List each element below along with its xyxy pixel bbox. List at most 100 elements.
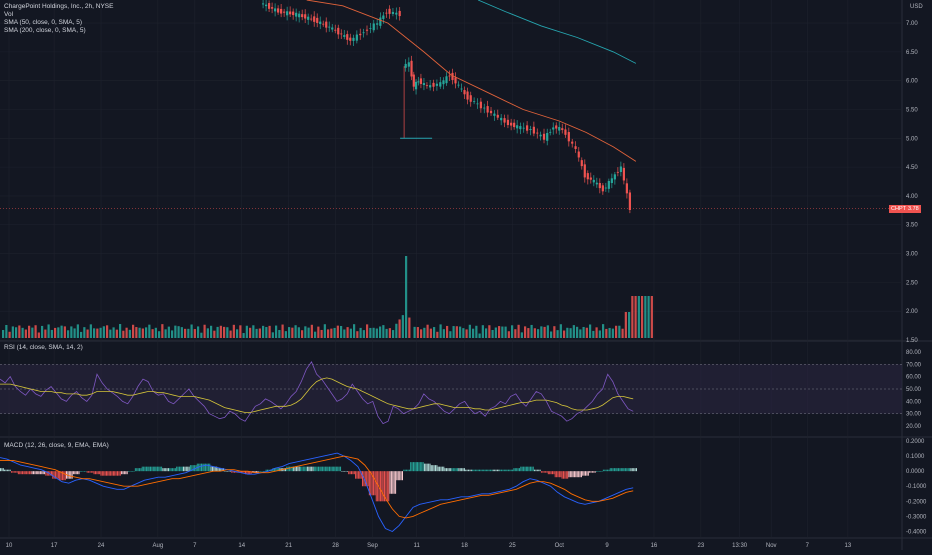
macd-histogram-bar[interactable] — [333, 466, 335, 472]
macd-histogram-bar[interactable] — [151, 466, 153, 472]
macd-histogram-bar[interactable] — [619, 468, 621, 472]
macd-histogram-bar[interactable] — [83, 471, 85, 472]
candle-body[interactable] — [489, 110, 493, 114]
volume-bar[interactable] — [433, 327, 436, 338]
candle-body[interactable] — [539, 134, 542, 137]
macd-histogram-bar[interactable] — [437, 466, 439, 472]
macd-histogram-bar[interactable] — [24, 471, 26, 475]
volume-bar[interactable] — [210, 325, 213, 338]
candle-body[interactable] — [522, 127, 525, 129]
candle-body[interactable] — [510, 122, 513, 126]
candle-body[interactable] — [546, 132, 549, 141]
macd-histogram-bar[interactable] — [63, 471, 65, 481]
volume-bar[interactable] — [413, 326, 416, 338]
macd-histogram-bar[interactable] — [185, 466, 187, 472]
volume-bar[interactable] — [219, 325, 222, 338]
macd-histogram-bar[interactable] — [60, 471, 62, 481]
candle-body[interactable] — [613, 174, 616, 180]
candle-body[interactable] — [376, 23, 379, 25]
candle-body[interactable] — [419, 78, 423, 84]
macd-histogram-bar[interactable] — [366, 471, 368, 487]
candle-body[interactable] — [331, 27, 334, 30]
volume-bar[interactable] — [291, 327, 294, 338]
volume-bar[interactable] — [553, 326, 556, 338]
macd-histogram-bar[interactable] — [353, 471, 355, 475]
macd-histogram-bar[interactable] — [513, 468, 515, 472]
volume-bar[interactable] — [637, 296, 640, 338]
macd-histogram-bar[interactable] — [463, 468, 465, 472]
volume-bar[interactable] — [310, 324, 313, 338]
volume-bar[interactable] — [644, 296, 647, 338]
macd-histogram-bar[interactable] — [68, 471, 70, 479]
macd-histogram-bar[interactable] — [406, 469, 408, 472]
macd-histogram-bar[interactable] — [256, 471, 258, 473]
volume-bar[interactable] — [154, 327, 157, 338]
macd-histogram-bar[interactable] — [520, 466, 522, 472]
volume-bar[interactable] — [602, 324, 605, 338]
volume-bar[interactable] — [333, 327, 336, 338]
volume-bar[interactable] — [429, 328, 432, 338]
volume-bar[interactable] — [524, 326, 527, 338]
macd-histogram-bar[interactable] — [523, 466, 525, 472]
macd-histogram-bar[interactable] — [114, 471, 116, 476]
macd-histogram-bar[interactable] — [218, 468, 220, 472]
volume-bar[interactable] — [585, 327, 588, 338]
macd-histogram-bar[interactable] — [23, 471, 25, 475]
macd-histogram-bar[interactable] — [594, 471, 596, 473]
volume-bar[interactable] — [550, 331, 553, 338]
volume-bar[interactable] — [102, 326, 105, 338]
macd-histogram-bar[interactable] — [490, 469, 492, 472]
candle-body[interactable] — [463, 90, 466, 95]
macd-histogram-bar[interactable] — [418, 462, 420, 472]
macd-histogram-bar[interactable] — [622, 468, 624, 472]
macd-histogram-bar[interactable] — [392, 471, 394, 494]
macd-histogram-bar[interactable] — [390, 471, 392, 494]
candle-body[interactable] — [589, 177, 592, 180]
macd-histogram-bar[interactable] — [436, 465, 438, 472]
volume-bar[interactable] — [229, 330, 232, 338]
candle-body[interactable] — [595, 182, 598, 185]
volume-bar[interactable] — [621, 328, 624, 338]
macd-histogram-bar[interactable] — [46, 471, 48, 476]
macd-histogram-bar[interactable] — [496, 469, 498, 472]
macd-histogram-bar[interactable] — [268, 469, 270, 472]
macd-histogram-bar[interactable] — [612, 468, 614, 472]
macd-histogram-bar[interactable] — [319, 466, 321, 472]
macd-histogram-bar[interactable] — [100, 471, 102, 476]
macd-histogram-bar[interactable] — [458, 468, 460, 472]
volume-bar[interactable] — [226, 327, 229, 338]
volume-bar[interactable] — [369, 327, 372, 338]
macd-histogram-bar[interactable] — [356, 471, 358, 479]
macd-histogram-bar[interactable] — [262, 471, 264, 472]
volume-bar[interactable] — [63, 326, 66, 338]
macd-histogram-bar[interactable] — [578, 471, 580, 478]
macd-histogram-bar[interactable] — [99, 471, 101, 475]
candle-body[interactable] — [322, 23, 325, 25]
macd-histogram-bar[interactable] — [59, 471, 61, 481]
volume-bar[interactable] — [641, 296, 644, 338]
macd-histogram-bar[interactable] — [385, 471, 387, 502]
macd-histogram-bar[interactable] — [425, 463, 427, 472]
volume-bar[interactable] — [628, 312, 631, 338]
macd-histogram-bar[interactable] — [514, 468, 516, 472]
candle-body[interactable] — [398, 10, 401, 17]
candle-body[interactable] — [349, 37, 352, 41]
candle-body[interactable] — [277, 8, 280, 13]
macd-histogram-bar[interactable] — [507, 469, 509, 472]
candle-body[interactable] — [555, 125, 558, 129]
volume-bar[interactable] — [106, 325, 109, 338]
volume-bar[interactable] — [650, 296, 653, 338]
macd-histogram-bar[interactable] — [293, 466, 295, 472]
volume-bar[interactable] — [566, 327, 569, 338]
macd-histogram-bar[interactable] — [170, 468, 172, 472]
macd-histogram-bar[interactable] — [162, 468, 164, 472]
candle-body[interactable] — [280, 8, 283, 14]
macd-histogram-bar[interactable] — [28, 471, 30, 475]
volume-bar[interactable] — [475, 325, 478, 338]
macd-histogram-bar[interactable] — [70, 471, 72, 479]
volume-bar[interactable] — [83, 327, 86, 338]
macd-histogram-bar[interactable] — [244, 471, 246, 475]
macd-histogram-bar[interactable] — [538, 469, 540, 472]
volume-bar[interactable] — [546, 325, 549, 338]
